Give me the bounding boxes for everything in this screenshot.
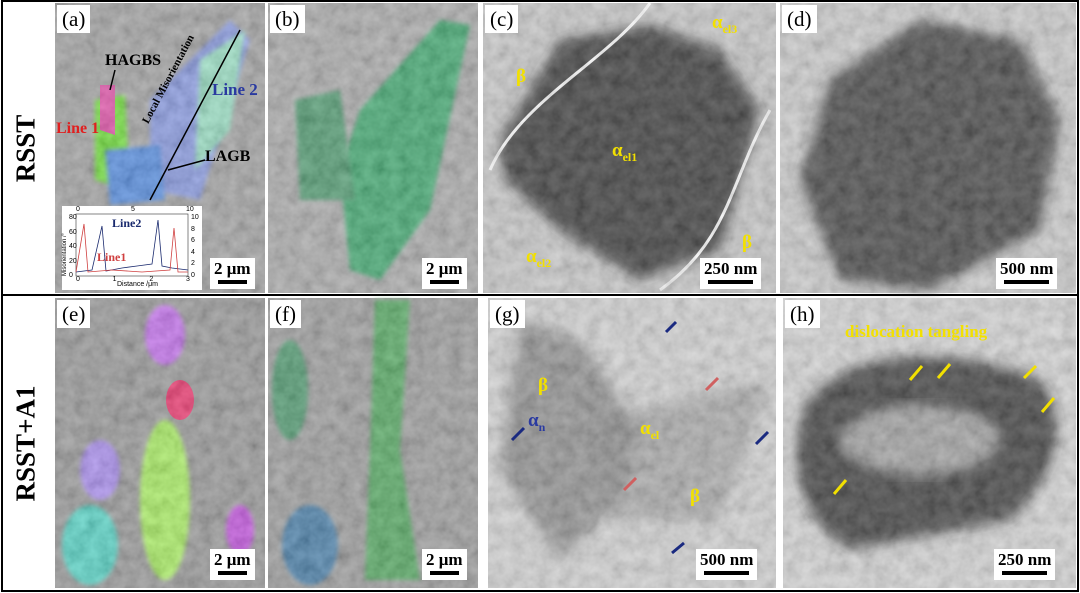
scale-bar: 2 μm <box>422 549 467 580</box>
annotation-base: β <box>516 66 527 87</box>
scale-bar: 500 nm <box>696 549 758 580</box>
scale-text: 2 μm <box>214 259 251 278</box>
row-label-text: RSST+A1 <box>10 385 41 501</box>
annotation: HAGBS <box>105 52 162 69</box>
annotation-base: β <box>690 486 701 507</box>
annotation-base: β <box>538 375 549 396</box>
annotation-base: α <box>528 410 539 431</box>
inset-chart: Misorientation /° Distance /μm Line2 Lin… <box>62 206 202 290</box>
annotation: β <box>742 232 752 254</box>
annotation-base: β <box>742 232 753 253</box>
scale-bar: 250 nm <box>700 258 762 289</box>
inset-y-label: Misorientation /° <box>62 232 68 276</box>
inset-tick: 0 <box>191 272 195 279</box>
inset-tick: 0 <box>76 276 80 283</box>
scale-bar: 2 μm <box>422 258 467 289</box>
inset-tick: 80 <box>69 214 77 221</box>
inset-tick: 6 <box>191 237 195 245</box>
annotation: αel2 <box>526 246 551 271</box>
inset-x-label: Distance /μm <box>117 281 158 288</box>
panel-label: (g) <box>490 300 525 328</box>
annotation-base: α <box>640 418 651 439</box>
annotation-sub: el2 <box>536 255 552 270</box>
annotation: β <box>538 375 548 397</box>
inset-tick: 2 <box>191 260 195 268</box>
inset-tick: 0 <box>69 272 73 279</box>
annotation: Line 2 <box>212 80 258 99</box>
annotation: LAGB <box>205 148 251 165</box>
row-label: RSST <box>0 3 52 293</box>
annotation-base: α <box>712 12 723 33</box>
scale-text: 2 μm <box>426 259 463 278</box>
scale-bar: 500 nm <box>996 258 1058 289</box>
annotation-sub: el1 <box>622 149 638 164</box>
panel-label: (h) <box>785 300 820 328</box>
inset-legend: Line1 <box>97 250 127 264</box>
scale-text: 500 nm <box>700 550 754 569</box>
scale-text: 250 nm <box>704 259 758 278</box>
panel-label: (e) <box>57 300 91 328</box>
scale-text: 500 nm <box>1000 259 1054 278</box>
annotation: αel1 <box>612 140 637 165</box>
inset-tick: 10 <box>191 214 199 221</box>
inset-tick: 8 <box>191 225 195 233</box>
inset-tick: 2 <box>149 276 154 283</box>
inset-tick: 40 <box>69 243 77 250</box>
inset-tick: 1 <box>112 276 117 283</box>
inset-tick: 4 <box>191 248 195 256</box>
scale-text: 2 μm <box>426 550 463 569</box>
panel-label: (f) <box>270 300 301 328</box>
annotation: αel <box>640 418 659 443</box>
panel-label: (d) <box>782 5 817 33</box>
inset-tick: 60 <box>69 228 77 236</box>
inset-plot <box>75 213 189 277</box>
annotation: αn <box>528 410 545 435</box>
scale-bar: 2 μm <box>210 258 255 289</box>
annotation-sub: n <box>538 419 546 434</box>
annotation: β <box>516 66 526 88</box>
annotation-sub: el <box>650 427 660 442</box>
annotation: dislocation tangling <box>845 322 988 341</box>
scale-text: 250 nm <box>998 550 1052 569</box>
panel-label: (b) <box>270 5 305 33</box>
inset-tick: 10 <box>186 206 194 213</box>
annotation: β <box>690 486 700 508</box>
inset-tick: 5 <box>131 206 135 213</box>
annotation-base: α <box>612 140 623 161</box>
scale-bar: 2 μm <box>210 549 255 580</box>
panel-label: (c) <box>485 5 519 33</box>
annotation: Line 1 <box>56 120 100 137</box>
scale-text: 2 μm <box>214 550 251 569</box>
row-label-text: RSST <box>10 114 41 182</box>
panel-label: (a) <box>57 5 91 33</box>
row-label: RSST+A1 <box>0 298 52 588</box>
scale-bar: 250 nm <box>994 549 1056 580</box>
annotation: αel3 <box>712 12 737 37</box>
inset-tick: 0 <box>76 206 80 213</box>
inset-tick: 3 <box>186 276 190 283</box>
inset-tick: 20 <box>69 257 77 265</box>
annotation-base: α <box>526 246 537 267</box>
inset-legend: Line2 <box>112 216 142 230</box>
annotation-sub: el3 <box>722 21 738 36</box>
